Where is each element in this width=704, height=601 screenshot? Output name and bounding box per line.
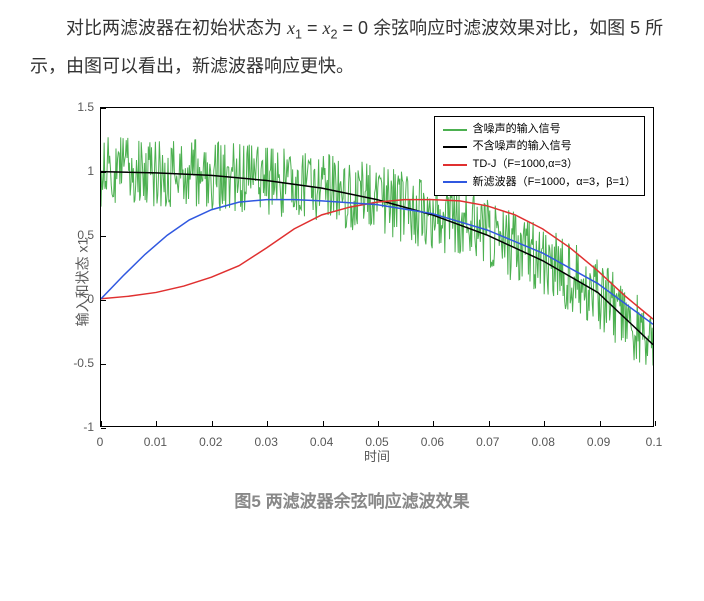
figure: 输入和状态 x1 时间 含噪声的输入信号不含噪声的输入信号TD-J（F=1000… xyxy=(30,97,674,512)
y-tick-label: 0 xyxy=(62,292,94,306)
legend-label: 不含噪声的输入信号 xyxy=(473,138,572,156)
y-tick-label: -0.5 xyxy=(62,356,94,370)
para-mid1: = xyxy=(302,18,323,38)
chart-container: 输入和状态 x1 时间 含噪声的输入信号不含噪声的输入信号TD-J（F=1000… xyxy=(30,97,674,467)
y-tick-label: 1.5 xyxy=(62,100,94,114)
y-tick-label: 0.5 xyxy=(62,228,94,242)
x-tick-label: 0.09 xyxy=(587,435,610,449)
x-tick-label: 0.1 xyxy=(646,435,663,449)
x-tick-label: 0.01 xyxy=(144,435,167,449)
legend-swatch xyxy=(443,129,467,131)
legend-item: TD-J（F=1000,α=3） xyxy=(443,156,636,174)
legend-swatch xyxy=(443,181,467,183)
x-tick-label: 0.07 xyxy=(476,435,499,449)
legend-box: 含噪声的输入信号不含噪声的输入信号TD-J（F=1000,α=3）新滤波器（F=… xyxy=(434,116,645,196)
x-tick-label: 0.06 xyxy=(421,435,444,449)
x-tick-label: 0.04 xyxy=(310,435,333,449)
legend-label: 新滤波器（F=1000，α=3，β=1） xyxy=(473,174,636,192)
x-tick-label: 0.08 xyxy=(532,435,555,449)
legend-label: 含噪声的输入信号 xyxy=(473,121,561,139)
series-line xyxy=(101,199,653,324)
x-tick-label: 0.03 xyxy=(255,435,278,449)
x-tick-label: 0 xyxy=(97,435,104,449)
plot-area: 含噪声的输入信号不含噪声的输入信号TD-J（F=1000,α=3）新滤波器（F=… xyxy=(100,107,654,427)
y-tick-label: -1 xyxy=(62,420,94,434)
legend-swatch xyxy=(443,164,467,166)
y-axis-label: 输入和状态 x1 xyxy=(72,237,92,326)
para-text-pre: 对比两滤波器在初始状态为 xyxy=(66,18,287,38)
legend-item: 含噪声的输入信号 xyxy=(443,121,636,139)
legend-swatch xyxy=(443,146,467,148)
legend-item: 新滤波器（F=1000，α=3，β=1） xyxy=(443,174,636,192)
legend-item: 不含噪声的输入信号 xyxy=(443,138,636,156)
figure-caption: 图5 两滤波器余弦响应滤波效果 xyxy=(30,487,674,512)
para-sub2: 2 xyxy=(331,28,338,42)
x-tick-label: 0.02 xyxy=(199,435,222,449)
x-tick-label: 0.05 xyxy=(365,435,388,449)
para-x1: x xyxy=(287,18,295,38)
y-tick-label: 1 xyxy=(62,164,94,178)
para-sub1: 1 xyxy=(295,28,302,42)
legend-label: TD-J（F=1000,α=3） xyxy=(473,156,578,174)
para-x2: x xyxy=(323,18,331,38)
body-paragraph: 对比两滤波器在初始状态为 x1 = x2 = 0 余弦响应时滤波效果对比，如图 … xyxy=(0,0,704,89)
